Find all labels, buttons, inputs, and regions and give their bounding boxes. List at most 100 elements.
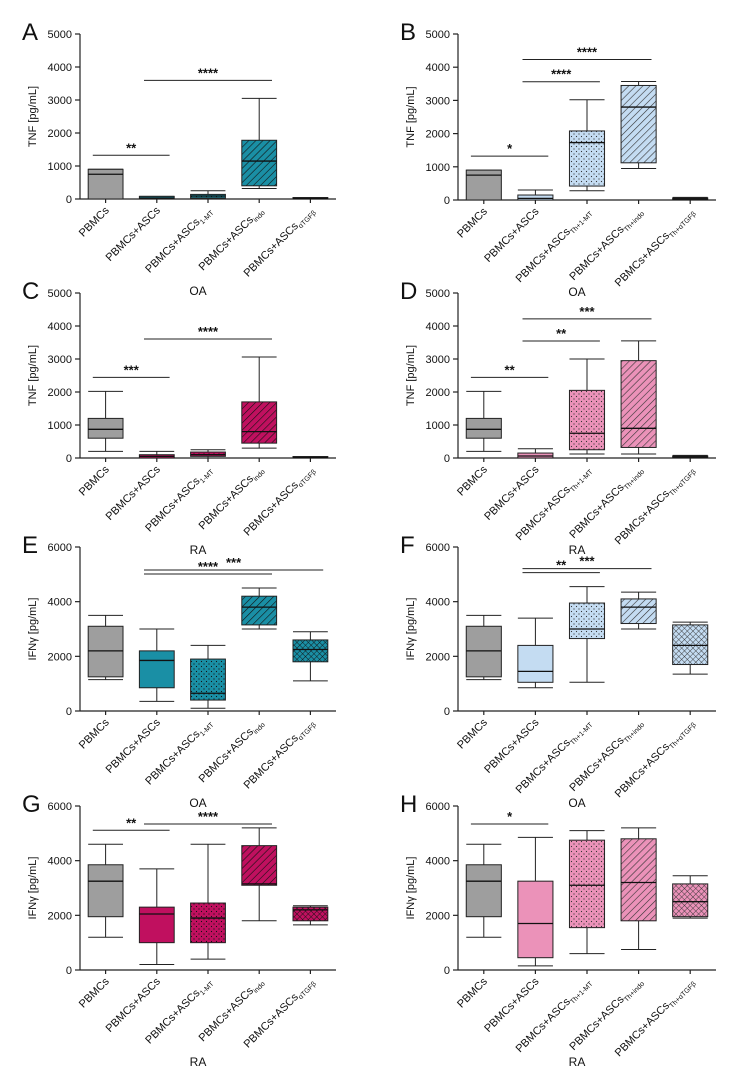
x-tick-label-main: PBMCs <box>77 716 112 751</box>
panel-letter: A <box>22 19 38 46</box>
y-tick-label: 0 <box>444 965 450 977</box>
y-axis-label: IFNγ [pg/mL] <box>27 857 39 920</box>
x-tick-label-main: PBMCs <box>455 463 490 498</box>
x-tick-label-subscript: Th+1-MT <box>569 210 595 236</box>
x-tick-label-subscript: 1-MT <box>199 721 216 738</box>
x-tick-label-main: PBMCs <box>455 205 490 240</box>
box-D-3 <box>620 340 657 455</box>
x-tick-label: PBMCs <box>77 716 112 751</box>
box-B-2 <box>568 99 606 192</box>
y-tick-label: 2000 <box>426 387 450 399</box>
x-tick-label-main: PBMCs+ASCs <box>613 230 673 290</box>
x-tick-label-subscript: Th+1-MT <box>569 980 595 1006</box>
x-tick-label-main: PBMCs+ASCs <box>514 996 574 1056</box>
significance-label: **** <box>198 324 219 339</box>
x-tick-label-subscript: αTGFβ <box>297 210 318 231</box>
box-iqr <box>517 880 554 959</box>
x-tick-label: PBMCs+ASCsTh+αTGFβ <box>613 976 698 1061</box>
significance-label: **** <box>577 44 598 59</box>
y-tick-label: 4000 <box>426 62 450 74</box>
significance-label: *** <box>124 362 140 377</box>
y-tick-label: 2000 <box>48 651 72 663</box>
box-D-1 <box>517 448 554 459</box>
x-tick-label-main: PBMCs <box>77 463 112 498</box>
box-B-1 <box>517 189 554 201</box>
x-tick-label-subscript: Th+αTGFβ <box>669 981 698 1010</box>
x-tick-label-subscript: indo <box>252 722 266 736</box>
box-F-0 <box>465 614 502 681</box>
box-iqr <box>465 625 502 678</box>
box-C-4 <box>292 456 329 459</box>
box-iqr <box>568 839 606 929</box>
y-tick-label: 0 <box>444 453 450 465</box>
box-E-4 <box>292 631 329 682</box>
box-iqr <box>190 902 226 944</box>
panel-A: A 0 1000 2000 3000 4000 5000 TNF [pg/mL] PBMCs PB… <box>22 19 336 298</box>
y-tick-label: 6000 <box>426 801 450 813</box>
y-tick-label: 3000 <box>48 354 72 366</box>
panel-C: C 0 1000 2000 3000 4000 5000 TNF [pg/mL] PBMCs PB… <box>22 278 336 557</box>
y-tick-label: 1000 <box>426 162 450 174</box>
y-tick-label: 3000 <box>48 95 72 107</box>
x-tick-label: PBMCs+ASCsTh+αTGFβ <box>613 464 698 549</box>
box-iqr <box>241 139 278 187</box>
box-iqr <box>241 401 278 444</box>
box-C-0 <box>87 390 124 452</box>
x-axis-label: OA <box>568 285 585 299</box>
x-tick-label-subscript: Th+indo <box>623 469 646 492</box>
y-tick-label: 2000 <box>426 910 450 922</box>
box-H-0 <box>465 843 502 938</box>
x-tick-label-main: PBMCs+ASCs <box>242 732 302 792</box>
box-iqr <box>190 658 226 701</box>
box-iqr <box>87 625 124 678</box>
box-iqr <box>241 595 278 626</box>
x-tick-label: PBMCs <box>455 975 490 1010</box>
x-tick-label-subscript: Th+αTGFβ <box>669 211 698 240</box>
y-tick-label: 0 <box>444 706 450 718</box>
x-axis-label: OA <box>189 284 206 298</box>
box-iqr <box>292 639 329 663</box>
y-tick-label: 1000 <box>48 161 72 173</box>
box-C-1 <box>138 450 175 459</box>
box-iqr <box>620 84 657 164</box>
box-iqr <box>620 360 657 448</box>
x-tick-label-subscript: αTGFβ <box>297 469 318 490</box>
box-F-3 <box>620 591 657 630</box>
x-axis-label: RA <box>569 543 586 557</box>
y-tick-label: 5000 <box>426 29 450 41</box>
x-tick-label: PBMCs+ASCsTh+αTGFβ <box>613 206 698 291</box>
significance-label: *** <box>579 554 595 569</box>
box-iqr <box>292 906 329 922</box>
panel-letter: F <box>400 532 415 559</box>
box-H-4 <box>672 875 709 919</box>
x-tick-label-main: PBMCs+ASCs <box>143 728 203 788</box>
box-H-1 <box>517 836 554 967</box>
box-G-2 <box>190 843 226 960</box>
x-tick-label-subscript: αTGFβ <box>297 722 318 743</box>
box-F-2 <box>568 586 606 683</box>
x-tick-label: PBMCs <box>455 463 490 498</box>
x-tick-label-subscript: Th+αTGFβ <box>669 722 698 751</box>
y-tick-label: 0 <box>66 706 72 718</box>
x-tick-label-subscript: 1-MT <box>199 468 216 485</box>
panel-letter: E <box>22 532 38 559</box>
y-axis-label: TNF [pg/mL] <box>27 86 39 147</box>
x-tick-label-main: PBMCs+ASCs <box>514 484 574 544</box>
significance-label: ** <box>505 362 516 377</box>
box-E-0 <box>87 614 124 681</box>
panel-G: G 0 2000 4000 6000 IFNγ [pg/mL] PBMCs PBMCs+ASC… <box>22 791 336 1069</box>
panel-letter: G <box>22 791 41 818</box>
x-tick-label-main: PBMCs <box>77 204 112 239</box>
box-iqr <box>568 389 606 451</box>
significance-label: **** <box>198 809 219 824</box>
box-G-3 <box>241 827 278 922</box>
x-tick-label: PBMCs <box>77 463 112 498</box>
x-tick-label-main: PBMCs+ASCs <box>242 479 302 539</box>
y-tick-label: 2000 <box>426 651 450 663</box>
box-B-4 <box>672 196 709 201</box>
y-tick-label: 1000 <box>426 420 450 432</box>
box-A-1 <box>138 195 175 200</box>
x-tick-label-main: PBMCs+ASCs <box>613 1000 673 1060</box>
y-tick-label: 2000 <box>48 387 72 399</box>
y-tick-label: 2000 <box>48 910 72 922</box>
